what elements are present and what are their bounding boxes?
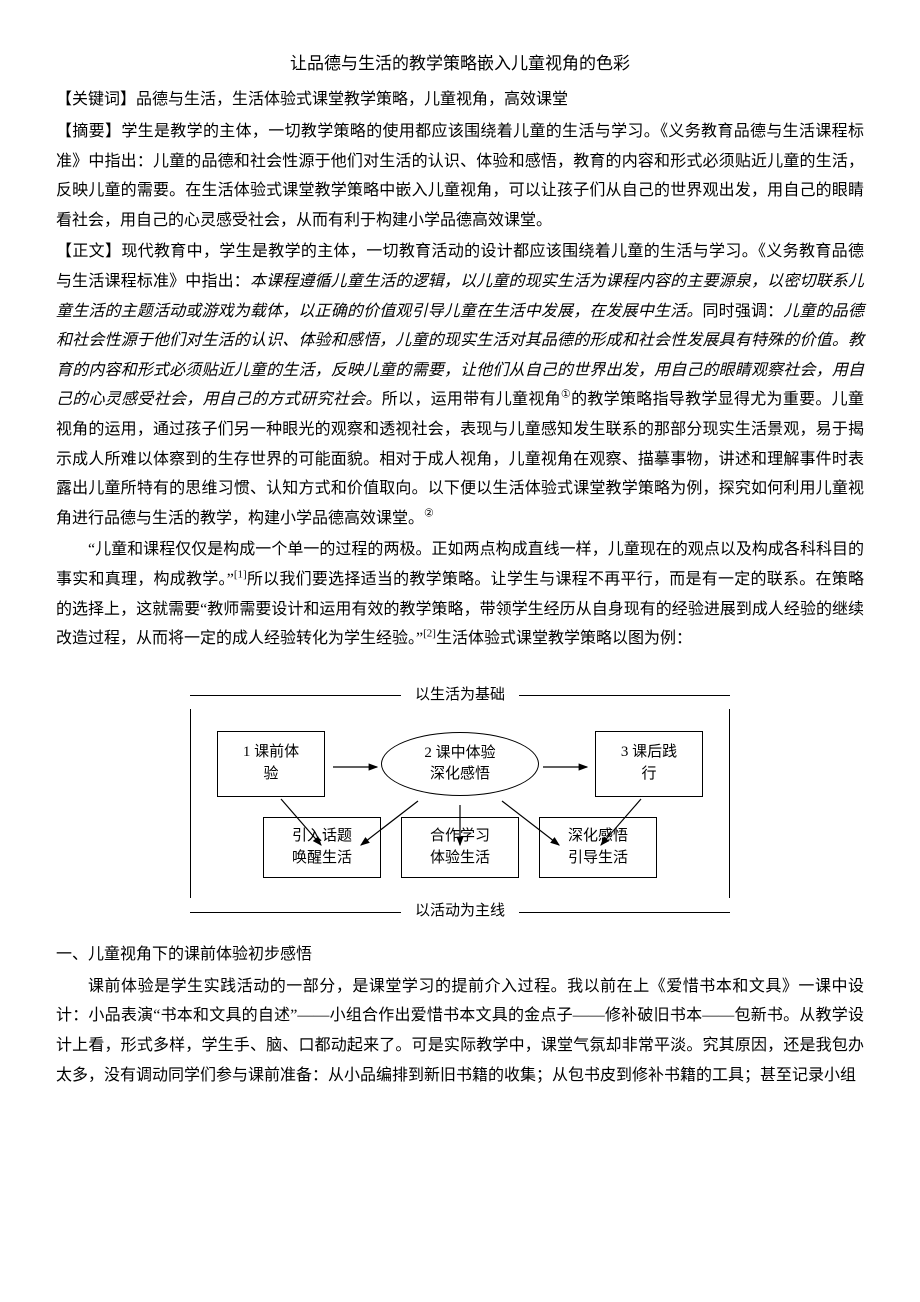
abstract-label: 【摘要】	[56, 123, 121, 140]
page-title: 让品德与生活的教学策略嵌入儿童视角的色彩	[56, 48, 864, 79]
node-in-class: 2 课中体验 深化感悟	[381, 732, 539, 796]
sub-row: 引入话题 唤醒生活 合作学习 体验生活 深化感悟 引导生活	[191, 809, 729, 899]
body-label: 【正文】	[56, 243, 121, 260]
section1-p1: 课前体验是学生实践活动的一部分，是课堂学习的提前介入过程。我以前在上《爱惜书本和…	[56, 972, 864, 1090]
frame-bottom: 以活动为主线	[190, 898, 730, 926]
body-p2: “儿童和课程仅仅是构成一个单一的过程的两极。正如两点构成直线一样，儿童现在的观点…	[56, 535, 864, 653]
sub-deepen: 深化感悟 引导生活	[539, 817, 657, 879]
diagram-body: 1 课前体 验 2 课中体验 深化感悟 3 课后践 行 引入话题 唤醒生活 合作…	[190, 709, 730, 898]
frame-line	[190, 912, 401, 913]
abstract-block: 【摘要】学生是教学的主体，一切教学策略的使用都应该围绕着儿童的生活与学习。《义务…	[56, 117, 864, 235]
body-p1-d: 的教学策略指导教学显得尤为重要。儿童视角的运用，通过孩子们另一种眼光的观察和透视…	[56, 391, 864, 526]
frame-line	[190, 695, 401, 696]
node-pre-class: 1 课前体 验	[217, 731, 325, 797]
body-p1: 【正文】现代教育中，学生是教学的主体，一切教育活动的设计都应该围绕着儿童的生活与…	[56, 237, 864, 533]
citation-2: [2]	[423, 628, 436, 640]
body-p1-b: 同时强调：	[703, 303, 784, 320]
citation-1: [1]	[234, 569, 247, 581]
sub-awaken: 引入话题 唤醒生活	[263, 817, 381, 879]
frame-top-label: 以生活为基础	[401, 682, 519, 710]
node-in-class-text: 2 课中体验 深化感悟	[424, 743, 495, 785]
top-row: 1 课前体 验 2 课中体验 深化感悟 3 课后践 行	[191, 709, 729, 809]
footnote-2: ②	[424, 507, 434, 519]
abstract-text: 学生是教学的主体，一切教学策略的使用都应该围绕着儿童的生活与学习。《义务教育品德…	[56, 123, 864, 229]
footnote-1: ①	[561, 389, 571, 401]
frame-bottom-label: 以活动为主线	[401, 898, 519, 926]
keywords-text: 品德与生活，生活体验式课堂教学策略，儿童视角，高效课堂	[136, 91, 568, 108]
node-post-class: 3 课后践 行	[595, 731, 703, 797]
section1-heading: 一、儿童视角下的课前体验初步感悟	[56, 940, 864, 970]
frame-line	[519, 912, 730, 913]
body-p1-c: 所以，运用带有儿童视角	[382, 391, 561, 408]
sub-cooperate: 合作学习 体验生活	[401, 817, 519, 879]
keywords-block: 【关键词】品德与生活，生活体验式课堂教学策略，儿童视角，高效课堂	[56, 85, 864, 115]
keywords-label: 【关键词】	[56, 91, 136, 108]
frame-top: 以生活为基础	[190, 682, 730, 710]
body-p2-c: 生活体验式课堂教学策略以图为例：	[436, 630, 692, 647]
frame-line	[519, 695, 730, 696]
strategy-diagram: 以生活为基础 1 课前体 验 2 课中体验 深化感悟 3 课后践	[190, 682, 730, 927]
